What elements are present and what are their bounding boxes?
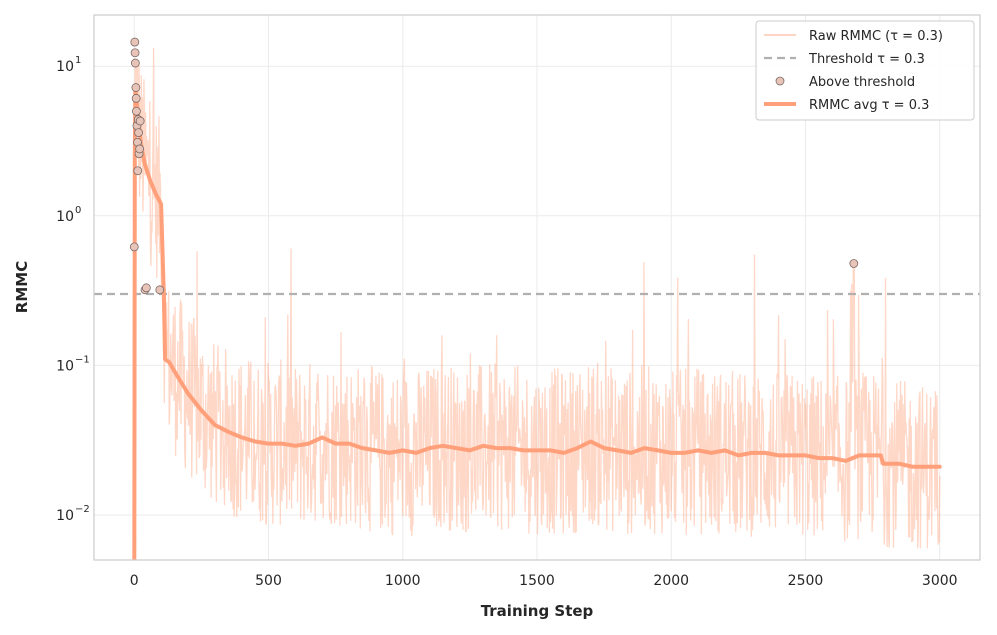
above-threshold-marker [135, 116, 145, 126]
above-threshold-marker [130, 37, 140, 47]
x-tick-label: 500 [255, 573, 282, 589]
above-threshold-marker [135, 144, 145, 154]
y-tick-exponent: −2 [75, 504, 90, 515]
legend-box [755, 20, 975, 121]
y-tick-label: 10 [56, 508, 74, 524]
legend-marker-swatch [775, 76, 785, 86]
x-axis-ticks: 0 500 1000 1500 2000 2500 3000 [130, 573, 958, 589]
y-tick-label: 10 [56, 358, 74, 374]
y-tick-exponent: 1 [75, 55, 81, 66]
x-tick-label: 3000 [922, 573, 958, 589]
legend-label: RMMC avg τ = 0.3 [809, 98, 929, 113]
raw-rmmc-line [133, 47, 941, 549]
legend-label: Raw RMMC (τ = 0.3) [809, 29, 943, 44]
y-tick-label: 10 [56, 59, 74, 75]
above-threshold-marker [155, 285, 165, 295]
legend-label: Above threshold [809, 75, 915, 90]
y-tick-label: 10 [56, 209, 74, 225]
y-tick-exponent: 0 [75, 205, 81, 216]
plot-frame [93, 14, 981, 561]
x-tick-label: 2500 [788, 573, 824, 589]
above-threshold-marker [131, 93, 141, 103]
x-tick-label: 1500 [519, 573, 555, 589]
above-threshold-marker [132, 106, 141, 116]
plot-area [94, 37, 980, 560]
above-threshold-marker [141, 283, 151, 293]
above-threshold-marker [130, 48, 140, 58]
above-threshold-markers [129, 37, 859, 295]
above-threshold-marker [131, 83, 141, 92]
above-threshold-marker [133, 166, 143, 176]
y-tick-exponent: −1 [75, 354, 90, 365]
above-threshold-marker [130, 58, 140, 68]
above-threshold-marker [129, 242, 139, 252]
x-axis-title: Training Step [481, 602, 594, 620]
grid-lines [94, 15, 980, 560]
above-threshold-marker [134, 128, 143, 137]
x-tick-label: 2000 [653, 573, 689, 589]
above-threshold-marker [849, 259, 859, 268]
rmmc-avg-line [132, 87, 942, 560]
y-axis-title: RMMC [13, 261, 31, 313]
legend-label: Threshold τ = 0.3 [808, 52, 925, 67]
x-tick-label: 0 [130, 573, 139, 589]
x-tick-label: 1000 [385, 573, 421, 589]
legend: Raw RMMC (τ = 0.3) Threshold τ = 0.3 Above… [755, 20, 975, 121]
